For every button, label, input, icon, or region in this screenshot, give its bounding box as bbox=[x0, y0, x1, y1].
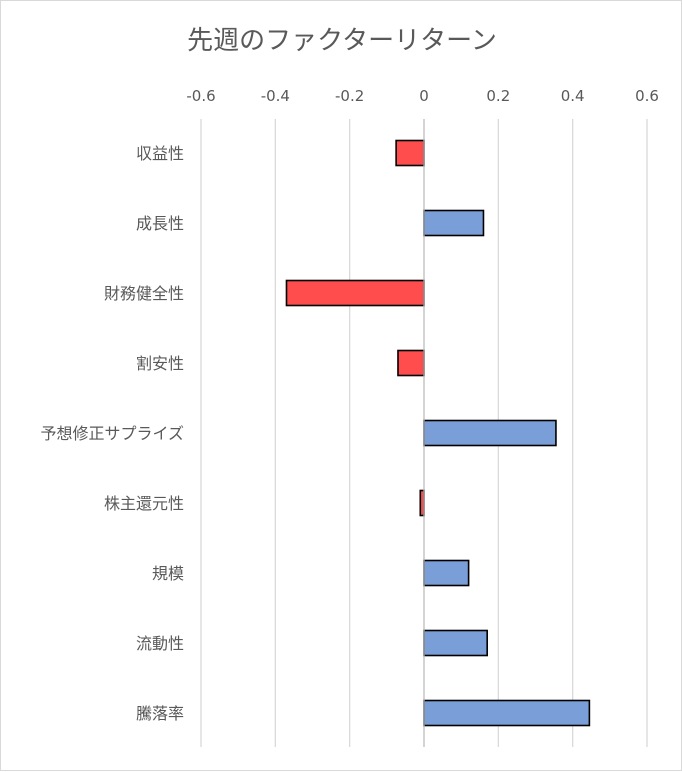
bar bbox=[423, 559, 470, 587]
bar bbox=[423, 209, 485, 237]
category-label: 割安性 bbox=[136, 354, 184, 373]
bar bbox=[423, 419, 557, 447]
x-tick-label: 0.4 bbox=[561, 87, 585, 105]
x-tick-label: -0.6 bbox=[186, 87, 215, 105]
chart-title: 先週のファクターリターン bbox=[187, 26, 497, 56]
category-label: 予想修正サプライズ bbox=[40, 424, 184, 443]
x-tick-label: -0.4 bbox=[261, 87, 290, 105]
bar bbox=[423, 699, 591, 727]
category-label: 流動性 bbox=[136, 634, 184, 653]
bar bbox=[395, 139, 425, 167]
category-label: 株主還元性 bbox=[104, 494, 184, 513]
x-axis-tick-labels: -0.6 -0.4 -0.2 0 0.2 0.4 0.6 bbox=[186, 87, 659, 105]
category-label: 規模 bbox=[152, 564, 184, 583]
x-tick-label: 0.2 bbox=[486, 87, 510, 105]
category-label: 財務健全性 bbox=[104, 284, 184, 303]
x-tick-label: 0 bbox=[419, 87, 429, 105]
bar bbox=[397, 349, 425, 377]
bar bbox=[285, 279, 425, 307]
category-label: 成長性 bbox=[136, 214, 184, 233]
bar bbox=[423, 629, 488, 657]
bars bbox=[285, 139, 591, 727]
x-tick-label: -0.2 bbox=[335, 87, 364, 105]
category-label: 収益性 bbox=[136, 144, 184, 163]
category-label: 騰落率 bbox=[136, 704, 184, 723]
x-tick-label: 0.6 bbox=[635, 87, 659, 105]
